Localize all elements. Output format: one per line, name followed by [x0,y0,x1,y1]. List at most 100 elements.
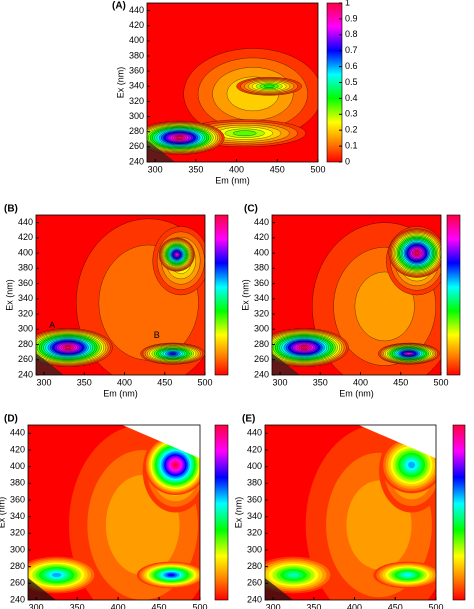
y-tick-label: 300 [18,324,33,334]
y-tick-label: 320 [10,528,25,538]
colorbar-tick-label: 0.4 [345,93,358,103]
y-tick-label: 420 [247,444,262,454]
y-tick-label: 300 [10,544,25,554]
y-tick-label: 360 [18,278,33,288]
plot-frame [264,424,437,601]
panel: 300 350 400 450 500 240 260 280 300 320 340 360 380 4… [4,204,229,398]
blank-region [358,425,436,459]
contour [173,462,178,468]
x-tick-label: 500 [433,377,448,387]
annotation: A [49,320,55,330]
panel: 300 350 400 450 500 240 260 280 300 320 340 360 380 4… [233,414,466,609]
y-tick-label: 300 [129,111,144,121]
contour [167,573,175,577]
y-tick-label: 360 [10,494,25,504]
x-tick-label: 400 [111,602,126,609]
contour [175,253,179,257]
scatter-region [36,353,64,375]
contour [169,352,177,355]
y-tick-label: 380 [247,478,262,488]
plot-frame [271,214,442,376]
y-tick-label: 280 [10,561,25,571]
y-tick-label: 280 [247,561,262,571]
x-tick-label: 450 [270,164,285,174]
x-tick-label: 350 [188,164,203,174]
contour [288,572,299,578]
colorbar-tick-label: 0.3 [345,109,358,119]
plot-area [28,425,200,600]
y-tick-label: 420 [10,444,25,454]
x-tick-label: 500 [192,602,207,609]
y-tick-label: 440 [254,217,269,227]
colorbar [214,214,229,376]
y-axis-label: Ex (nm) [233,497,243,529]
panel-label: (D) [4,414,18,425]
panel-label: (C) [244,204,258,215]
x-tick-label: 500 [310,164,325,174]
y-tick-label: 260 [18,354,33,364]
x-axis-label: Em (nm) [339,388,374,398]
panel: 300 350 400 450 500 240 260 280 300 320 340 360 380 4… [240,204,461,398]
y-tick-label: 340 [254,293,269,303]
y-tick-label: 240 [129,156,144,166]
scatter-region [147,140,175,162]
x-tick-label: 350 [77,377,92,387]
y-tick-label: 420 [254,232,269,242]
y-tick-label: 320 [18,308,33,318]
blank-region [122,425,200,459]
y-tick-label: 380 [254,263,269,273]
y-tick-label: 400 [247,461,262,471]
y-tick-label: 240 [10,594,25,604]
x-tick-label: 300 [29,602,44,609]
y-tick-label: 260 [129,141,144,151]
y-tick-label: 440 [247,428,262,438]
y-tick-label: 280 [254,339,269,349]
colorbar-tick-label: 0.5 [345,77,358,87]
scatter-region [272,353,300,375]
y-tick-label: 340 [129,81,144,91]
y-tick-label: 280 [18,339,33,349]
x-tick-label: 450 [393,377,408,387]
x-tick-label: 300 [273,377,288,387]
colorbar-tick-label: 0 [345,156,350,166]
y-tick-label: 420 [129,20,144,30]
y-tick-label: 320 [254,308,269,318]
y-tick-label: 280 [129,126,144,136]
plot-frame [35,214,206,376]
y-tick-label: 360 [247,494,262,504]
panel: 300 350 400 450 500 240 260 280 300 320 340 360 380 4… [112,0,358,185]
y-axis-label: Ex (nm) [0,497,6,529]
contour [406,352,412,355]
colorbar [452,424,466,601]
contour [52,572,62,578]
scatter-region [265,578,293,600]
annotation: B [154,330,160,340]
scatter-region [28,578,56,600]
y-tick-label: 240 [254,369,269,379]
x-tick-label: 400 [117,377,132,387]
contour [176,136,183,140]
y-tick-label: 380 [18,263,33,273]
x-tick-label: 400 [347,602,362,609]
panel-label: (A) [112,1,126,12]
y-tick-label: 260 [10,578,25,588]
x-tick-label: 350 [313,377,328,387]
y-tick-label: 420 [18,232,33,242]
x-tick-label: 450 [157,377,172,387]
colorbar-tick-label: 0.6 [345,61,358,71]
y-axis-label: Ex (nm) [115,67,125,99]
colorbar [446,214,461,376]
plot-frame [27,424,201,601]
x-tick-label: 300 [148,164,163,174]
panel-label: (B) [4,204,18,215]
y-tick-label: 260 [254,354,269,364]
y-tick-label: 400 [129,35,144,45]
y-tick-label: 340 [10,511,25,521]
y-tick-label: 260 [247,578,262,588]
x-tick-label: 500 [428,602,443,609]
x-axis-label: Em (nm) [215,175,250,185]
y-tick-label: 320 [129,96,144,106]
x-axis-label: Em (nm) [103,388,138,398]
y-tick-label: 300 [254,324,269,334]
